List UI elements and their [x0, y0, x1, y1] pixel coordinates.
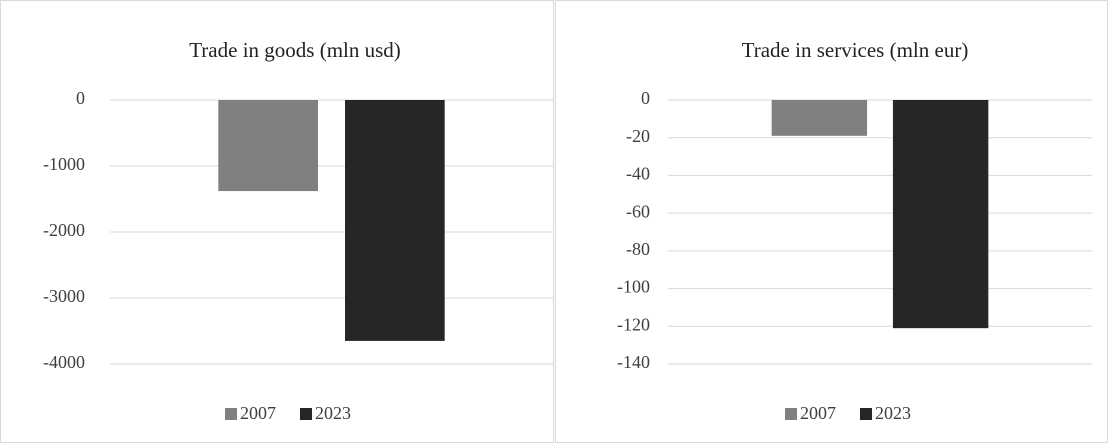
- y-tick-label: -60: [626, 201, 650, 221]
- bar: [345, 100, 445, 341]
- legend-swatch: [860, 408, 872, 420]
- legend-swatch: [300, 408, 312, 420]
- y-tick-label: -4000: [43, 352, 85, 372]
- bar: [218, 100, 318, 192]
- y-tick-label: -80: [626, 239, 650, 259]
- legend-swatch: [785, 408, 797, 420]
- bar: [892, 100, 989, 329]
- y-tick-label: -1000: [43, 154, 85, 174]
- chart-title: Trade in services (mln eur): [742, 38, 969, 62]
- y-tick-label: -100: [617, 277, 650, 297]
- legend-label: 2023: [315, 403, 351, 423]
- panel: [0, 0, 554, 443]
- y-tick-label: 0: [641, 88, 650, 108]
- y-tick-label: -20: [626, 126, 650, 146]
- legend-label: 2007: [240, 403, 276, 423]
- y-tick-label: -3000: [43, 286, 85, 306]
- y-tick-label: -2000: [43, 220, 85, 240]
- chart-title: Trade in goods (mln usd): [189, 38, 401, 62]
- legend-label: 2023: [875, 403, 911, 423]
- y-tick-label: -40: [626, 164, 650, 184]
- legend-swatch: [225, 408, 237, 420]
- panel: [555, 0, 1108, 443]
- y-tick-label: -120: [617, 314, 650, 334]
- y-tick-label: -140: [617, 352, 650, 372]
- bar: [771, 100, 868, 136]
- legend-label: 2007: [800, 403, 836, 423]
- y-tick-label: 0: [76, 88, 85, 108]
